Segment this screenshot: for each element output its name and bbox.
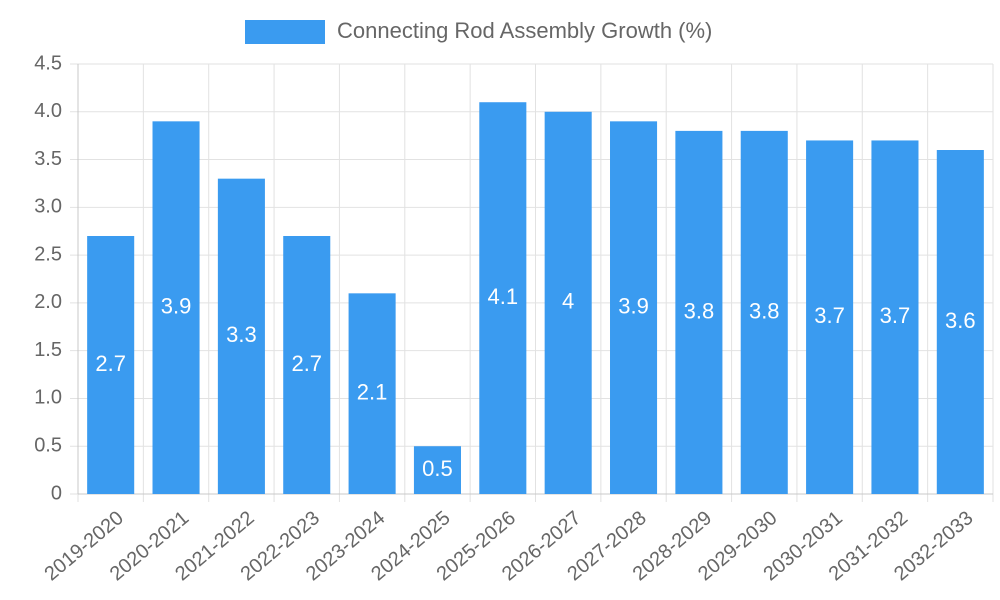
- y-tick-label: 2.5: [34, 243, 62, 265]
- bar-data-label: 3.9: [161, 293, 192, 318]
- bar[interactable]: [740, 130, 788, 494]
- bar[interactable]: [675, 130, 723, 494]
- bar-data-label: 3.8: [749, 298, 780, 323]
- bar[interactable]: [479, 102, 527, 494]
- bar-data-label: 3.6: [945, 308, 976, 333]
- bar[interactable]: [217, 178, 265, 494]
- y-tick-label: 4.5: [34, 52, 62, 74]
- bar-data-label: 3.8: [684, 298, 715, 323]
- bar-data-label: 3.7: [880, 303, 911, 328]
- y-tick-label: 0: [51, 482, 62, 504]
- bar-data-label: 3.3: [226, 322, 257, 347]
- y-tick-label: 1.0: [34, 387, 62, 409]
- bar-data-label: 0.5: [422, 456, 453, 481]
- bar[interactable]: [283, 236, 331, 494]
- bar[interactable]: [413, 446, 461, 494]
- bar-labels: 2.7 3.9 3.3 2.7 2.1 0.5 4.1 4 3.9 3.8 3.8 3.7 3.7 3.6: [95, 284, 975, 481]
- bar[interactable]: [610, 121, 658, 494]
- bars: [87, 102, 984, 495]
- y-tick-label: 3.0: [34, 196, 62, 218]
- y-tick-label: 2.0: [34, 291, 62, 313]
- bar[interactable]: [152, 121, 200, 494]
- y-tick-label: 4.0: [34, 100, 62, 122]
- bar[interactable]: [544, 111, 592, 495]
- y-tick-label: 1.5: [34, 339, 62, 361]
- bar[interactable]: [348, 293, 396, 494]
- chart-legend[interactable]: Connecting Rod Assembly Growth (%): [245, 18, 712, 44]
- bar-data-label: 2.1: [357, 379, 388, 404]
- bar[interactable]: [936, 150, 984, 494]
- bar-data-label: 2.7: [95, 351, 126, 376]
- bar-data-label: 3.7: [814, 303, 845, 328]
- grid-lines: [70, 63, 994, 502]
- bar-data-label: 4: [562, 289, 574, 314]
- bar[interactable]: [87, 236, 135, 494]
- y-tick-label: 3.5: [34, 148, 62, 170]
- bar-data-label: 4.1: [488, 284, 519, 309]
- bar-data-label: 2.7: [291, 351, 322, 376]
- legend-swatch: [245, 20, 325, 44]
- y-tick-label: 0.5: [34, 435, 62, 457]
- bar[interactable]: [871, 140, 919, 494]
- legend-label: Connecting Rod Assembly Growth (%): [337, 18, 712, 43]
- bar-data-label: 3.9: [618, 293, 649, 318]
- bar[interactable]: [806, 140, 854, 494]
